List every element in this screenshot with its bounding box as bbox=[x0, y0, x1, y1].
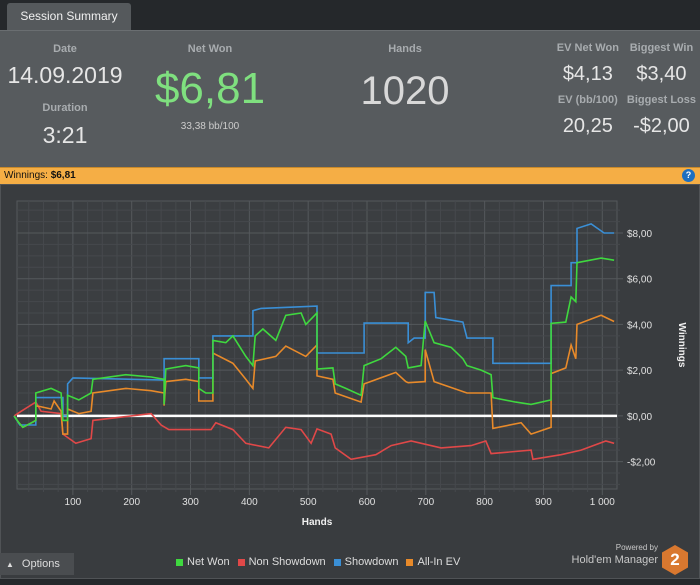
y-tick-label: -$2,00 bbox=[627, 458, 656, 469]
powered-by: Powered by bbox=[615, 543, 658, 552]
legend-item[interactable]: All-In EV bbox=[406, 556, 460, 569]
legend-label: Non Showdown bbox=[248, 556, 326, 568]
x-tick-label: 400 bbox=[241, 497, 258, 508]
series-line-all-in-ev bbox=[13, 314, 615, 436]
winnings-value: $6,81 bbox=[50, 170, 76, 181]
y-tick-label: $0,00 bbox=[627, 412, 652, 423]
y-tick-label: $8,00 bbox=[627, 229, 652, 240]
duration-label: Duration bbox=[42, 102, 88, 114]
x-tick-label: 600 bbox=[359, 497, 376, 508]
x-tick-label: 200 bbox=[123, 497, 140, 508]
legend-item[interactable]: Non Showdown bbox=[237, 556, 326, 569]
ev-bb100-value: 20,25 bbox=[562, 115, 613, 137]
options-button[interactable]: ▲ Options bbox=[0, 553, 74, 575]
x-tick-label: 700 bbox=[417, 497, 434, 508]
biggest-win-label: Biggest Win bbox=[629, 42, 694, 54]
x-tick-label: 800 bbox=[476, 497, 493, 508]
x-tick-label: 100 bbox=[65, 497, 82, 508]
legend-swatch-icon bbox=[176, 558, 183, 566]
brand: Powered by Hold'em Manager bbox=[572, 543, 658, 567]
x-axis-title: Hands bbox=[302, 517, 333, 528]
y-axis-title: Winnings bbox=[676, 323, 687, 368]
series-line-non-showdown bbox=[13, 400, 615, 461]
biggest-win-value: $3,40 bbox=[636, 63, 687, 85]
brand-name: Hold'em Manager bbox=[571, 554, 658, 566]
session-summary-panel: Date 14.09.2019 Duration 3:21 Net Won $6… bbox=[0, 30, 700, 167]
x-tick-label: 300 bbox=[182, 497, 199, 508]
series-line-net-won bbox=[13, 257, 615, 429]
chart-legend: Net Won Non Showdown Showdown All-In EV bbox=[176, 556, 460, 569]
x-tick-label: 900 bbox=[535, 497, 552, 508]
ev-net-won-label: EV Net Won bbox=[556, 42, 619, 54]
ev-stats-grid: EV Net Won Biggest Win $4,13 $3,40 EV (b… bbox=[557, 42, 696, 146]
legend-label: Showdown bbox=[344, 556, 399, 568]
legend-swatch-icon bbox=[333, 558, 341, 566]
chart-svg: 100 200 300 400 500 600 700 800 900 1 000 -$2,00 $0… bbox=[13, 200, 687, 528]
winnings-label: Winnings: bbox=[4, 170, 48, 181]
x-tick-label: 1 000 bbox=[590, 497, 615, 508]
hands-label: Hands bbox=[388, 43, 422, 55]
net-won-label: Net Won bbox=[187, 43, 233, 55]
legend-label: All-In EV bbox=[417, 556, 461, 568]
legend-swatch-icon bbox=[406, 558, 414, 566]
y-tick-label: $6,00 bbox=[627, 275, 652, 286]
winnings-bar: Winnings: $6,81 ? bbox=[0, 167, 700, 184]
legend-swatch-icon bbox=[237, 558, 245, 566]
chevron-up-icon: ▲ bbox=[6, 560, 14, 569]
duration-value: 3:21 bbox=[42, 122, 88, 148]
hands-value: 1020 bbox=[360, 69, 450, 113]
y-tick-label: $4,00 bbox=[627, 320, 652, 331]
help-icon[interactable]: ? bbox=[682, 169, 695, 182]
y-tick-label: $2,00 bbox=[627, 366, 652, 377]
date-label: Date bbox=[53, 43, 77, 55]
ev-net-won-value: $4,13 bbox=[562, 63, 613, 85]
x-tick-label: 500 bbox=[300, 497, 317, 508]
legend-item[interactable]: Net Won bbox=[176, 556, 230, 569]
legend-label: Net Won bbox=[187, 556, 230, 568]
winnings-chart: 100 200 300 400 500 600 700 800 900 1 000 -$2,00 $0… bbox=[0, 184, 700, 579]
options-label: Options bbox=[21, 558, 60, 570]
legend-item[interactable]: Showdown bbox=[333, 556, 399, 569]
ev-bb100-label: EV (bb/100) bbox=[557, 94, 618, 106]
net-won-value: $6,81 bbox=[154, 64, 266, 113]
biggest-loss-label: Biggest Loss bbox=[626, 94, 696, 106]
series-line-showdown bbox=[13, 223, 615, 426]
bb100-value: 33,38 bb/100 bbox=[180, 121, 240, 132]
date-value: 14.09.2019 bbox=[7, 62, 123, 88]
biggest-loss-value: -$2,00 bbox=[633, 115, 690, 137]
tab-session-summary[interactable]: Session Summary bbox=[7, 3, 131, 31]
